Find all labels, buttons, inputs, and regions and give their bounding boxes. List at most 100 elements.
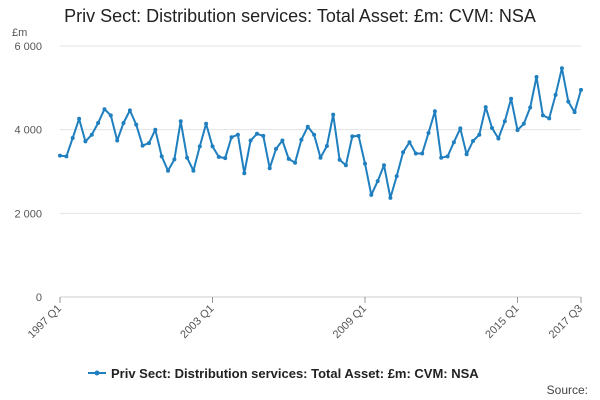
data-point — [153, 127, 158, 132]
data-point — [490, 126, 494, 130]
data-point — [147, 141, 151, 146]
data-point — [127, 108, 132, 113]
data-point — [242, 171, 247, 176]
data-point — [426, 131, 431, 135]
data-point — [89, 132, 94, 137]
data-point — [83, 139, 88, 144]
data-point — [70, 136, 75, 140]
data-point — [579, 87, 583, 92]
data-point — [115, 138, 120, 143]
data-point — [159, 154, 164, 159]
data-point — [553, 92, 558, 97]
data-point — [337, 157, 342, 162]
data-point — [312, 132, 317, 137]
data-point — [471, 139, 475, 143]
data-point — [420, 151, 425, 156]
data-point — [255, 131, 259, 136]
data-point — [318, 155, 323, 160]
data-point — [521, 121, 526, 126]
data-point — [547, 116, 552, 121]
data-point — [191, 168, 196, 173]
legend-swatch-marker — [94, 370, 100, 376]
data-point — [261, 133, 266, 138]
data-point — [388, 195, 393, 200]
data-point — [96, 121, 101, 125]
data-point — [464, 152, 469, 157]
data-point — [286, 156, 291, 161]
data-point — [77, 116, 82, 121]
x-tick-label: 2003 Q1 — [178, 303, 216, 341]
data-point — [458, 126, 463, 131]
data-point — [445, 154, 450, 159]
data-point — [172, 157, 177, 162]
data-point — [64, 154, 69, 159]
data-point — [451, 140, 456, 145]
data-point — [140, 143, 145, 148]
data-point — [197, 144, 202, 149]
data-point — [102, 107, 107, 112]
data-point — [331, 112, 336, 117]
series-line — [59, 67, 582, 199]
data-point — [413, 151, 418, 156]
data-point — [356, 133, 361, 138]
data-point — [350, 134, 355, 139]
data-point — [375, 179, 380, 184]
data-point — [369, 192, 374, 197]
data-point — [108, 113, 113, 118]
data-point — [299, 137, 304, 142]
data-point — [166, 168, 170, 173]
data-point — [509, 96, 514, 101]
data-point — [210, 144, 215, 149]
data-point — [407, 140, 412, 145]
data-point — [534, 75, 539, 79]
legend: Priv Sect: Distribution services: Total … — [88, 366, 479, 381]
data-point — [178, 119, 183, 124]
data-point — [394, 174, 399, 179]
data-point — [566, 99, 571, 104]
data-point — [274, 146, 278, 151]
x-tick-label: 2009 Q1 — [331, 303, 369, 341]
y-tick-label: 2 000 — [14, 208, 42, 220]
y-tick-label: 0 — [36, 292, 42, 304]
data-point — [280, 138, 285, 143]
data-point — [324, 144, 329, 148]
data-point — [293, 160, 298, 165]
data-point — [185, 155, 190, 160]
data-point — [528, 105, 533, 110]
data-point — [134, 122, 139, 127]
data-point — [483, 105, 488, 110]
data-point — [305, 124, 310, 129]
data-point — [267, 166, 272, 171]
data-point — [204, 121, 209, 126]
chart-title: Priv Sect: Distribution services: Total … — [64, 6, 536, 26]
data-point — [382, 163, 386, 168]
source-label: Source: — [547, 383, 588, 397]
data-point — [401, 150, 406, 155]
data-point — [432, 109, 437, 114]
data-point — [248, 138, 253, 143]
x-tick-label: 1997 Q1 — [26, 303, 64, 341]
y-tick-label: 6 000 — [14, 41, 42, 53]
data-series — [58, 66, 583, 200]
data-point — [439, 155, 444, 160]
x-tick-label: 2015 Q1 — [483, 303, 521, 341]
data-point — [496, 136, 501, 141]
data-point — [502, 119, 507, 124]
data-point — [559, 66, 564, 71]
data-point — [229, 135, 234, 140]
data-point — [216, 154, 221, 159]
data-point — [477, 132, 482, 137]
data-point — [540, 113, 545, 118]
legend-label: Priv Sect: Distribution services: Total … — [111, 366, 479, 381]
y-tick-label: 4 000 — [14, 125, 42, 137]
x-tick-label: 2017 Q3 — [547, 303, 585, 341]
data-point — [572, 110, 577, 115]
data-point — [363, 161, 367, 166]
y-axis-unit-label: £m — [12, 27, 27, 39]
data-point — [58, 153, 62, 158]
y-axis-ticks: 0 2 000 4 000 6 000 — [14, 41, 42, 304]
data-point — [223, 156, 228, 161]
x-axis: 1997 Q1 2003 Q1 2009 Q1 2015 Q1 2017 Q3 — [26, 296, 585, 341]
data-point — [235, 132, 240, 137]
